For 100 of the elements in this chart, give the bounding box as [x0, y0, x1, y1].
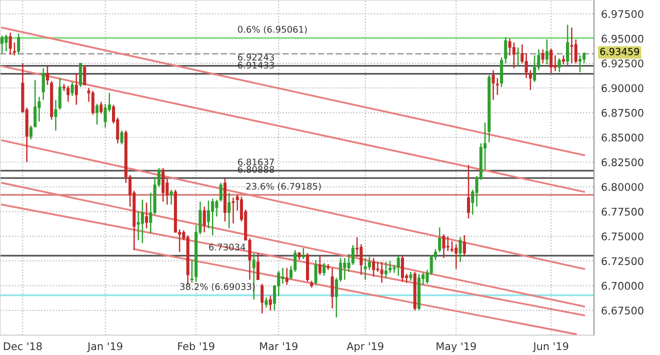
ref-line-label: 0.6% (6.95061) [238, 26, 307, 34]
candlestick [541, 48, 544, 64]
candlestick [450, 240, 454, 253]
y-tick-label: 6.85000 [602, 134, 644, 142]
candlestick [500, 56, 504, 88]
candlestick [442, 234, 446, 259]
candlestick [215, 199, 218, 218]
candlestick [574, 38, 578, 64]
candlestick [496, 77, 499, 96]
y-tick-label: 6.72500 [602, 257, 644, 266]
candlestick [78, 62, 82, 88]
candlestick [219, 182, 222, 202]
candlestick [170, 189, 173, 206]
candlestick [104, 103, 107, 128]
candlestick [4, 34, 8, 52]
candlestick [533, 54, 536, 83]
candlestick [34, 79, 37, 128]
x-tick-label: Feb '19 [178, 342, 214, 350]
candlestick [322, 262, 326, 276]
candlestick [314, 259, 318, 286]
candlestick [83, 64, 86, 86]
y-tick-label: 6.95000 [602, 34, 644, 43]
candlestick [364, 257, 367, 280]
candlestick [372, 257, 376, 278]
y-tick-label: 6.80000 [602, 183, 644, 191]
candlestick [91, 90, 94, 116]
y-tick-label: 6.92500 [602, 59, 644, 68]
candlestick [42, 68, 45, 100]
ref-line-label: 6.81637 [238, 158, 274, 166]
candlestick [281, 267, 284, 284]
candlestick [46, 66, 49, 86]
candlestick [528, 70, 532, 91]
candlestick [492, 70, 495, 100]
ref-line-label: 6.92243 [238, 54, 274, 61]
y-tick-label: 6.70000 [602, 282, 644, 290]
candlestick [202, 206, 206, 233]
y-tick-label: 6.67500 [602, 306, 644, 315]
candlestick [462, 234, 466, 256]
candlestick [582, 52, 586, 64]
candlestick [466, 164, 470, 220]
y-tick-label: 6.97500 [602, 10, 644, 18]
candlestick [351, 244, 354, 266]
y-tick-label: 6.87500 [602, 108, 644, 117]
candlestick [12, 42, 16, 56]
candlestick [454, 244, 458, 270]
candlestick [545, 38, 548, 65]
candlestick [550, 48, 553, 74]
y-tick-label: 6.90000 [602, 84, 644, 92]
x-tick-label: May '19 [436, 342, 476, 352]
candlestick [260, 283, 264, 314]
x-tick-label: Jan '19 [86, 342, 122, 352]
candlestick [380, 261, 384, 284]
candlestick [211, 198, 214, 236]
candlestick [232, 197, 235, 224]
candlestick [136, 210, 140, 241]
candlestick [58, 77, 62, 110]
candlestick [29, 124, 32, 140]
candlestick [264, 296, 268, 308]
y-tick-label: 6.82500 [602, 158, 644, 166]
candlestick [516, 46, 520, 67]
candlestick [120, 130, 124, 145]
candlestick [360, 244, 363, 276]
candlestick [302, 248, 305, 260]
candlestick [512, 42, 516, 69]
candlestick [66, 85, 70, 102]
candlestick [8, 32, 12, 55]
x-tick-label: Mar '19 [260, 342, 298, 350]
candlestick [330, 267, 334, 310]
y-tick-label: 6.77500 [602, 208, 644, 216]
candlestick [570, 27, 574, 64]
candlestick [396, 255, 400, 276]
candlestick [0, 34, 4, 54]
x-tick-label: Jun '19 [532, 342, 568, 352]
candlestick [326, 263, 330, 270]
candlestick [95, 103, 99, 126]
x-tick-label: Dec '18 [4, 342, 42, 350]
candlestick [140, 199, 144, 244]
candlestick [228, 192, 231, 229]
candlestick [256, 252, 260, 280]
candlestick [384, 261, 388, 278]
candlestick [388, 260, 392, 274]
candlestick [206, 200, 210, 229]
y-tick-label: 6.75000 [602, 232, 644, 240]
candlestick [162, 167, 165, 202]
candlestick [100, 101, 103, 114]
candlestick [446, 236, 450, 252]
candlestick [54, 99, 58, 132]
candlestick [70, 81, 74, 97]
candlestick [268, 294, 272, 312]
candlestick [285, 267, 288, 286]
ref-line-label: 23.6% (6.79185) [246, 182, 321, 191]
candlestick [438, 226, 442, 253]
candlestick [578, 54, 582, 73]
candlestick [343, 257, 346, 280]
candlestick [17, 32, 20, 55]
x-tick-label: Apr '19 [346, 342, 384, 352]
candlestick [566, 24, 570, 66]
candlestick [145, 202, 148, 229]
candlestick [400, 255, 404, 282]
candlestick [458, 236, 462, 263]
